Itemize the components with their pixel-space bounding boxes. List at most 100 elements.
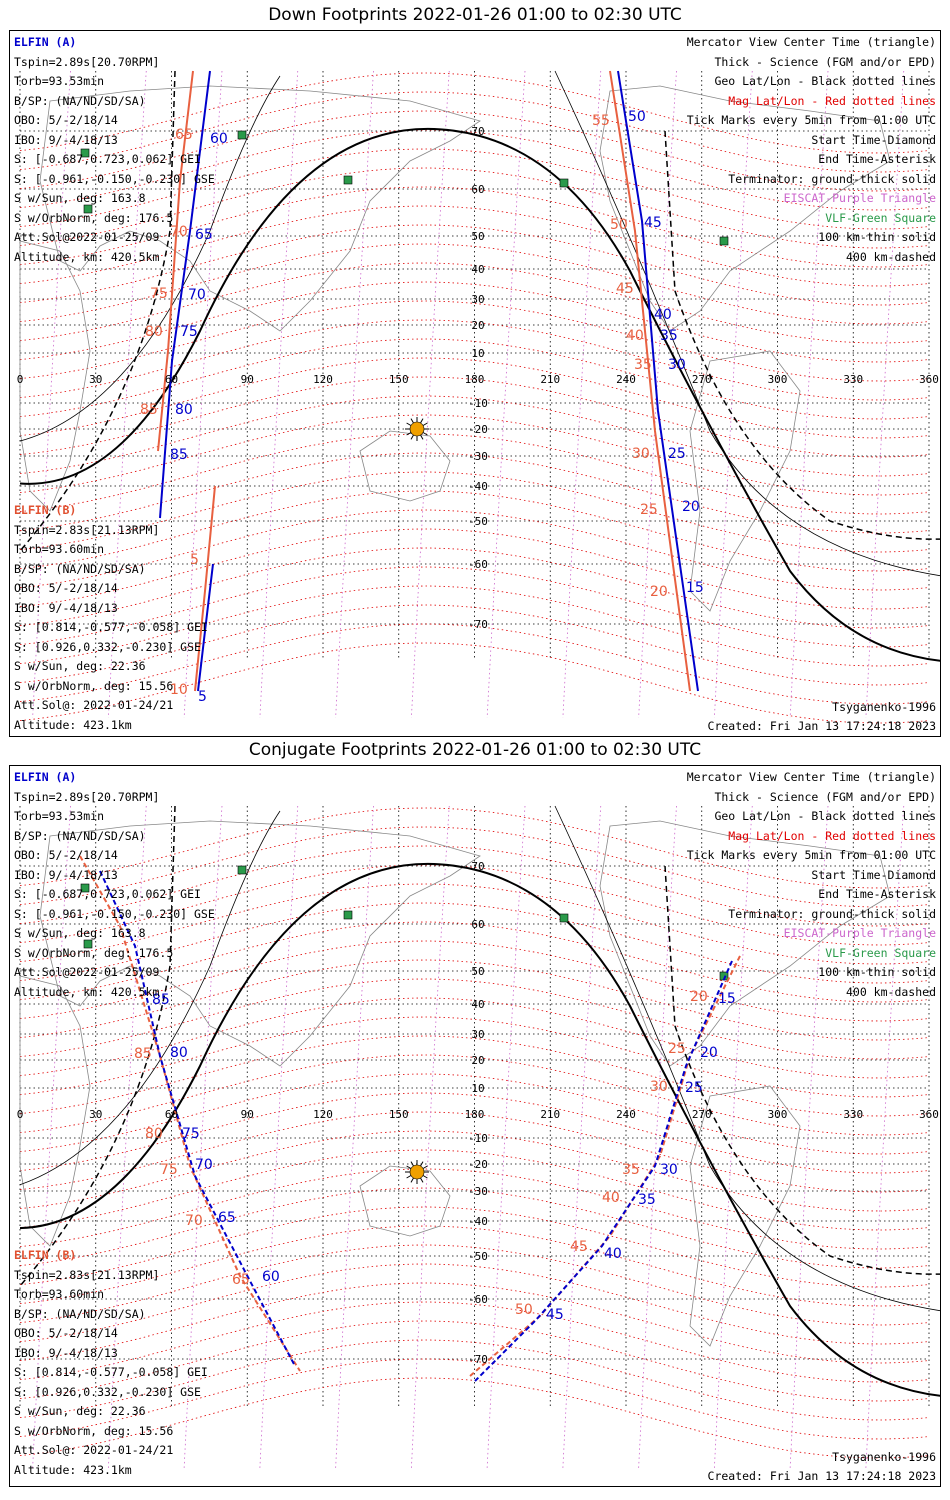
elfin-a-tick-label: 15	[686, 580, 704, 596]
longitude-tick-label: 240	[616, 373, 636, 386]
elfin-b-tick-label: 45	[570, 1239, 588, 1255]
legend-item: End Time-Asterisk	[818, 152, 936, 166]
elfin-b-tick-label: 25	[640, 502, 658, 518]
terminator-100km-line	[554, 70, 940, 577]
elfin-b-tick-label: 5	[190, 552, 199, 568]
mag-longitude-line	[638, 70, 677, 719]
latitude-tick-label: -10	[468, 1132, 488, 1145]
elfin-b-tick-label: 35	[634, 357, 652, 373]
vlf-square-icon	[719, 236, 729, 246]
elfin-a-info-line: S w/Sun, deg: 163.8	[14, 926, 146, 940]
elfin-b-info-line: B/SP: (NA/ND/SD/SA)	[14, 1306, 146, 1321]
terminator	[19, 70, 940, 662]
created-timestamp: Created: Fri Jan 13 17:24:18 2023	[707, 719, 936, 733]
latitude-tick-label: -70	[468, 1353, 488, 1366]
latitude-tick-label: 10	[471, 347, 484, 360]
continent-outline	[599, 85, 891, 332]
terminator-400km-line	[664, 130, 940, 540]
longitude-tick-label: 180	[465, 373, 485, 386]
longitude-tick-label: 150	[389, 373, 409, 386]
elfin-b-track	[469, 955, 741, 1377]
elfin-b-tick-label: 40	[626, 328, 644, 344]
map-canvas: 0 30 60 90 120 150 180 210 240 270 300 330 360 70 60 50…	[17, 805, 940, 1469]
legend-item: Start Time-Diamond	[811, 867, 936, 882]
legend-item: Mercator View Center Time (triangle)	[686, 35, 936, 49]
vlf-square-icon	[83, 939, 93, 949]
elfin-b-tick-label: 70	[185, 1213, 203, 1229]
elfin-a-name: ELFIN (A)	[14, 35, 77, 49]
latitude-tick-label: -50	[468, 1250, 488, 1263]
elfin-b-info-line: Torb=93.60min	[14, 1287, 105, 1301]
elfin-a-tick-label: 80	[175, 402, 193, 418]
latitude-tick-label: -30	[468, 450, 488, 463]
latitude-tick-label: 30	[471, 293, 484, 306]
elfin-b-track	[609, 70, 691, 692]
elfin-b-info-line: Att.Sol@: 2022-01-24/21	[14, 698, 174, 712]
vlf-square-icon	[559, 913, 569, 923]
latitude-tick-label: 40	[471, 263, 484, 276]
elfin-a-track	[99, 870, 296, 1367]
mag-longitude-line	[638, 805, 677, 1469]
elfin-a-name: ELFIN (A)	[14, 770, 77, 784]
model-name: Tsyganenko-1996	[832, 700, 936, 714]
elfin-a-tick-label: 70	[188, 287, 206, 303]
elfin-a-info-line: OBO: 5/-2/18/14	[14, 113, 118, 127]
mag-longitude-line	[335, 70, 374, 719]
terminator-100km-line	[554, 805, 940, 1312]
legend-item: 100 km-thin solid	[818, 230, 936, 244]
elfin-a-info-line: Tspin=2.89s[20.70RPM]	[14, 54, 160, 69]
elfin-b-info: ELFIN (B) Tspin=2.83s[21.13RPM] Torb=93.60…	[14, 1246, 208, 1480]
legend-item: VLF-Green Square	[825, 210, 936, 225]
mag-longitude-line	[259, 70, 299, 719]
mag-longitude-line	[562, 70, 602, 719]
elfin-b-tick-label: 40	[602, 1190, 620, 1206]
continent-outline	[359, 430, 451, 502]
continent-outline	[19, 975, 91, 1247]
elfin-a-tick-label: 30	[668, 357, 686, 373]
elfin-b-info-line: S: [0.814,-0.577,-0.058] GEI	[14, 1365, 208, 1379]
latitude-tick-label: 50	[471, 965, 484, 978]
sun-icon	[405, 417, 429, 441]
elfin-b-info-line: S: [0.926,0.332,-0.230] GSE	[14, 1384, 201, 1399]
latitude-tick-label: 70	[471, 860, 484, 873]
elfin-a-info-line: S: [-0.687,0.723,0.062] GEI	[14, 887, 201, 901]
elfin-a-info-line: Tspin=2.89s[20.70RPM]	[14, 789, 160, 804]
elfin-a-info-line: Altitude, km: 420.5km	[14, 984, 160, 999]
longitude-tick-label: 300	[768, 1108, 788, 1121]
elfin-a-tick-label: 65	[218, 1210, 236, 1226]
mag-longitude-line	[486, 805, 526, 1469]
elfin-b-info-line: S: [0.926,0.332,-0.230] GSE	[14, 639, 201, 654]
longitude-tick-label: 210	[540, 373, 560, 386]
legend-item: End Time-Asterisk	[818, 887, 936, 901]
elfin-a-tick-label: 85	[170, 447, 188, 463]
elfin-b-tick-label: 35	[622, 1162, 640, 1178]
mag-longitude-line	[410, 70, 450, 719]
terminator-400km-line	[19, 70, 176, 552]
elfin-a-tick-label: 30	[660, 1162, 678, 1178]
longitude-tick-label: 0	[17, 373, 24, 386]
mag-longitude-line	[713, 70, 753, 719]
mag-longitude-line	[259, 805, 299, 1469]
mag-longitude-line	[183, 70, 223, 719]
terminator-ground-line	[19, 127, 940, 662]
vlf-square-icon	[83, 204, 93, 214]
panel-1-title: Down Footprints 2022-01-26 01:00 to 02:3…	[268, 5, 682, 25]
elfin-a-tick-label: 80	[170, 1045, 188, 1061]
latitude-tick-label: 60	[471, 918, 484, 931]
elfin-a-tick-label: 85	[152, 992, 170, 1008]
longitude-tick-label: 270	[692, 1108, 712, 1121]
legend-item: Terminator: ground-thick solid	[728, 171, 936, 186]
latitude-tick-label: -40	[468, 480, 488, 493]
terminator-ground-line	[19, 862, 940, 1397]
longitude-tick-label: 210	[540, 1108, 560, 1121]
sun-icon	[405, 1160, 429, 1184]
elfin-a-tick-label: 5	[198, 689, 207, 705]
elfin-a-tick-label: 15	[718, 991, 736, 1007]
elfin-a-tick-label: 25	[668, 446, 686, 462]
elfin-a-tick-label: 40	[654, 307, 672, 323]
longitude-tick-label: 90	[241, 373, 254, 386]
elfin-b-name: ELFIN (B)	[14, 1248, 77, 1262]
elfin-a-info-line: B/SP: (NA/ND/SD/SA)	[14, 93, 146, 108]
mag-longitude-line	[410, 805, 450, 1469]
elfin-a-tick-label: 45	[644, 215, 662, 231]
